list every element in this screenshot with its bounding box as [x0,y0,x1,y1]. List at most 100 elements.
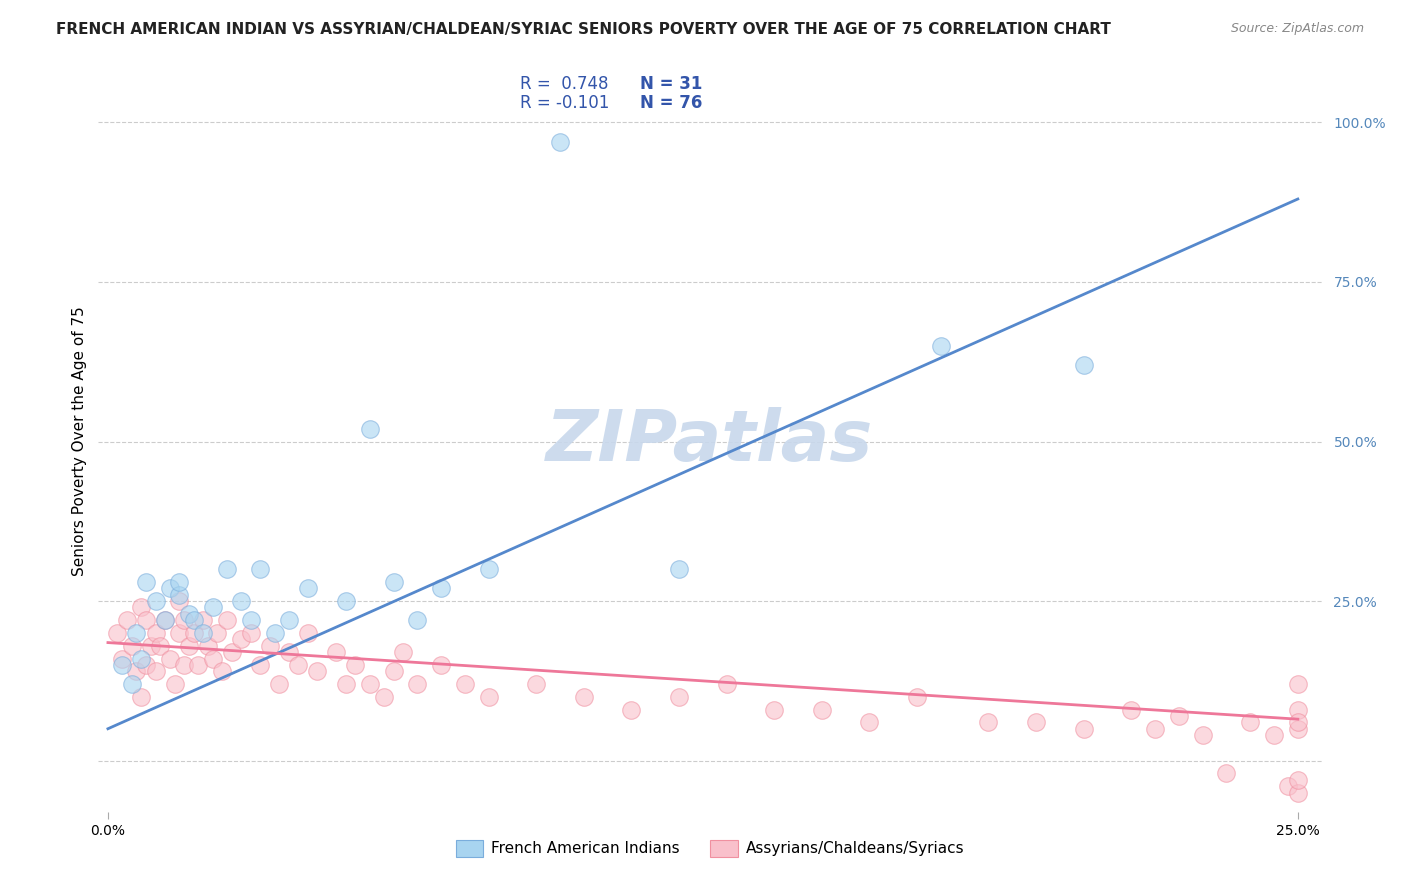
Point [1286,677,1309,691]
Point [121,639,143,653]
Point [478,690,501,704]
Point [215,562,238,576]
Point [1144,722,1167,736]
Point [977,715,1000,730]
Point [129,651,152,665]
Point [129,600,152,615]
Point [153,613,176,627]
Point [145,626,167,640]
Point [1277,779,1299,793]
Point [1286,786,1309,800]
Point [139,639,162,653]
Point [572,690,595,704]
Point [277,613,299,627]
Point [129,690,152,704]
Point [430,657,453,672]
Point [359,677,381,691]
Point [406,677,429,691]
Point [187,657,209,672]
Point [169,574,191,589]
Point [207,626,229,640]
Text: N = 76: N = 76 [640,95,702,112]
Point [524,677,547,691]
Point [1025,715,1047,730]
Point [297,626,319,640]
Point [359,422,381,436]
Point [197,639,219,653]
Point [231,632,253,647]
Point [211,665,233,679]
Point [263,626,285,640]
Point [177,639,200,653]
Point [287,657,309,672]
Point [221,645,243,659]
Point [259,639,281,653]
Point [1121,703,1143,717]
Point [215,613,238,627]
Text: ZIPatlas: ZIPatlas [547,407,873,476]
Point [1191,728,1213,742]
Point [1286,722,1309,736]
Point [392,645,415,659]
Point [1263,728,1285,742]
Point [201,600,224,615]
Point [929,339,952,353]
Point [239,613,262,627]
Text: R =  0.748: R = 0.748 [520,75,609,93]
Point [153,613,176,627]
Point [169,626,191,640]
Point [145,594,167,608]
Point [249,562,271,576]
Point [191,613,214,627]
Point [173,657,195,672]
Point [125,626,148,640]
Point [173,613,195,627]
Text: FRENCH AMERICAN INDIAN VS ASSYRIAN/CHALDEAN/SYRIAC SENIORS POVERTY OVER THE AGE : FRENCH AMERICAN INDIAN VS ASSYRIAN/CHALD… [56,22,1111,37]
Point [191,626,214,640]
Point [811,703,834,717]
Point [335,594,357,608]
Point [307,665,329,679]
Point [297,582,319,596]
Y-axis label: Seniors Poverty Over the Age of 75: Seniors Poverty Over the Age of 75 [72,307,87,576]
Point [1286,772,1309,787]
Point [169,594,191,608]
Point [344,657,367,672]
Point [668,562,690,576]
Point [149,639,172,653]
Point [159,582,181,596]
Point [430,582,453,596]
Legend: French American Indians, Assyrians/Chaldeans/Syriacs: French American Indians, Assyrians/Chald… [450,833,970,863]
Point [145,665,167,679]
Point [1215,766,1237,780]
Point [1286,715,1309,730]
Point [201,651,224,665]
Point [135,613,157,627]
Point [325,645,347,659]
Point [111,651,134,665]
Point [121,677,143,691]
Point [478,562,501,576]
Point [406,613,429,627]
Point [548,135,571,149]
Text: N = 31: N = 31 [640,75,702,93]
Point [177,607,200,621]
Point [277,645,299,659]
Point [716,677,738,691]
Point [269,677,291,691]
Point [169,588,191,602]
Point [1286,703,1309,717]
Point [163,677,186,691]
Point [183,613,205,627]
Point [115,613,138,627]
Point [111,657,134,672]
Point [668,690,690,704]
Point [382,665,405,679]
Point [905,690,928,704]
Point [107,626,129,640]
Point [239,626,262,640]
Point [382,574,405,589]
Point [135,574,157,589]
Point [1073,722,1095,736]
Point [454,677,477,691]
